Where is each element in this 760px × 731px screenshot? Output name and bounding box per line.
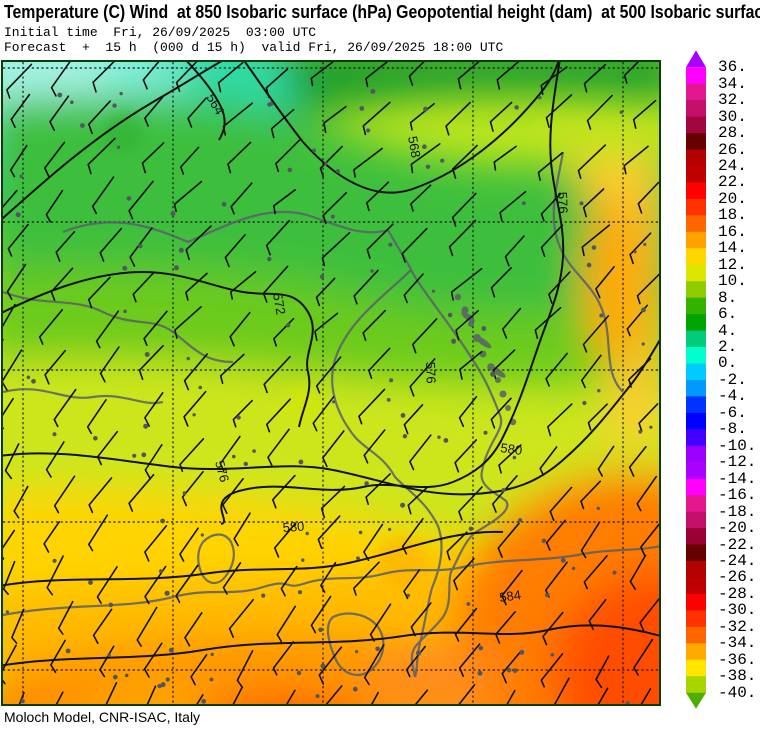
svg-text:580: 580 [282,519,305,535]
svg-text:576: 576 [555,192,571,214]
svg-text:576: 576 [423,362,439,384]
svg-text:580: 580 [500,440,524,458]
svg-text:584: 584 [498,587,522,605]
